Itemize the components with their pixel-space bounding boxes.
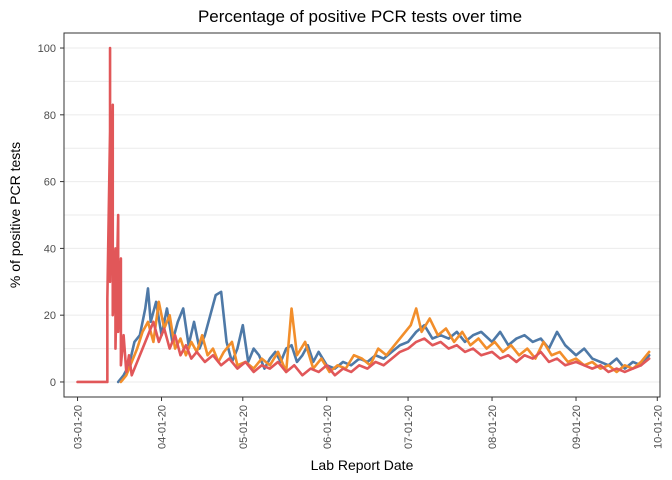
x-tick-label: 06-01-20 [322, 405, 334, 449]
y-tick-label: 20 [44, 310, 56, 322]
x-tick-label: 10-01-20 [652, 405, 664, 449]
y-tick-label: 40 [44, 243, 56, 255]
y-tick-label: 100 [38, 43, 56, 55]
x-axis-label: Lab Report Date [311, 457, 414, 473]
y-axis: 0 20 40 60 80 100 [38, 43, 64, 389]
x-tick-label: 07-01-20 [403, 405, 415, 449]
y-tick-label: 0 [50, 377, 56, 389]
plot-frame [63, 32, 661, 398]
y-tick-label: 60 [44, 177, 56, 189]
x-tick-label: 09-01-20 [571, 405, 583, 449]
x-tick-label: 05-01-20 [238, 405, 250, 449]
series-line-3 [76, 46, 651, 384]
y-axis-label: % of positive PCR tests [7, 142, 23, 288]
series-line-2 [119, 300, 651, 384]
x-tick-label: 03-01-20 [73, 405, 85, 449]
x-axis: 03-01-20 04-01-20 05-01-20 06-01-20 07-01-20… [73, 397, 664, 449]
x-tick-label: 04-01-20 [157, 405, 169, 449]
chart-title: Percentage of positive PCR tests over ti… [198, 7, 522, 26]
series-line-1 [116, 287, 651, 384]
series-lines [76, 46, 651, 384]
y-tick-label: 80 [44, 110, 56, 122]
x-tick-label: 08-01-20 [487, 405, 499, 449]
gridlines [64, 47, 660, 383]
